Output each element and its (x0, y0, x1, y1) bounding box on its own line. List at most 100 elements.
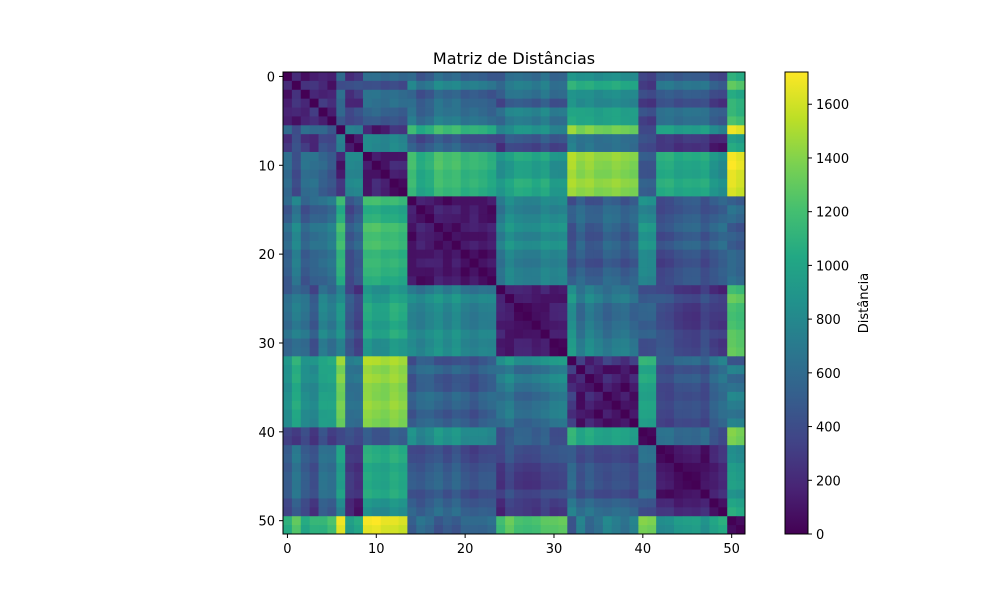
heatmap-cell (593, 160, 604, 171)
heatmap-cell (611, 498, 622, 508)
heatmap-cell (460, 409, 470, 419)
heatmap-cell (576, 507, 586, 517)
heatmap-cell (469, 107, 479, 117)
heatmap-cell (736, 311, 746, 322)
heatmap-cell (522, 347, 533, 357)
heatmap-cell (531, 258, 542, 268)
heatmap-cell (362, 525, 373, 535)
heatmap-cell (291, 427, 302, 437)
heatmap-cell (558, 374, 568, 384)
heatmap-cell (691, 151, 701, 162)
heatmap-cell (416, 187, 426, 197)
heatmap-cell (585, 338, 595, 348)
heatmap-cell (611, 409, 622, 419)
heatmap-cell (620, 240, 630, 251)
heatmap-cell (727, 231, 737, 242)
heatmap-cell (442, 391, 453, 402)
heatmap-cell (362, 489, 373, 499)
heatmap-cell (549, 462, 559, 473)
heatmap-cell (549, 178, 559, 188)
heatmap-cell (416, 320, 426, 331)
heatmap-cell (514, 445, 524, 455)
heatmap-cell (727, 107, 737, 117)
heatmap-cell (487, 240, 497, 251)
heatmap-cell (309, 382, 319, 393)
heatmap-cell (398, 143, 408, 153)
heatmap-cell (362, 507, 373, 517)
heatmap-cell (362, 418, 373, 428)
heatmap-cell (460, 267, 470, 277)
heatmap-cell (540, 418, 550, 428)
heatmap-cell (593, 471, 604, 482)
heatmap-cell (629, 356, 639, 366)
heatmap-cell (380, 454, 391, 464)
heatmap-cell (398, 338, 408, 348)
heatmap-cell (656, 231, 666, 242)
heatmap-cell (469, 418, 479, 428)
heatmap-cell (647, 329, 657, 339)
heatmap-cell (371, 72, 382, 82)
heatmap-cell (460, 382, 470, 393)
heatmap-cell (478, 445, 488, 455)
heatmap-cell (682, 143, 693, 153)
heatmap-cell (709, 223, 719, 233)
heatmap-cell (434, 134, 444, 144)
heatmap-cell (362, 445, 373, 455)
heatmap-cell (638, 267, 648, 277)
heatmap-cell (540, 125, 550, 135)
heatmap-cell (665, 311, 675, 322)
heatmap-cell (673, 169, 684, 180)
heatmap-cell (682, 294, 693, 304)
heatmap-cell (727, 205, 737, 215)
heatmap-cell (638, 400, 648, 411)
heatmap-cell (673, 409, 684, 419)
heatmap-cell (309, 294, 319, 304)
heatmap-cell (291, 80, 302, 91)
heatmap-cell (398, 169, 408, 180)
heatmap-cell (611, 72, 622, 82)
heatmap-cell (487, 525, 497, 535)
heatmap-cell (558, 462, 568, 473)
heatmap-cell (709, 427, 719, 437)
heatmap-cell (522, 418, 533, 428)
heatmap-cell (425, 80, 435, 91)
heatmap-cell (531, 374, 542, 384)
colorbar-tick-label: 200 (816, 474, 841, 489)
heatmap-cell (673, 445, 684, 455)
heatmap-cell (478, 98, 488, 108)
heatmap-cell (540, 169, 550, 180)
heatmap-cell (318, 320, 328, 331)
heatmap-cell (558, 107, 568, 117)
heatmap-cell (380, 134, 391, 144)
heatmap-cell (434, 365, 444, 375)
heatmap-cell (496, 205, 506, 215)
heatmap-cell (505, 525, 515, 535)
heatmap-cell (665, 214, 675, 224)
heatmap-cell (291, 338, 302, 348)
heatmap-cell (531, 143, 542, 153)
heatmap-cell (478, 320, 488, 331)
heatmap-cell (345, 80, 355, 91)
heatmap-cell (318, 196, 328, 206)
heatmap-cell (407, 72, 417, 82)
heatmap-cell (558, 338, 568, 348)
heatmap-cell (354, 294, 364, 304)
heatmap-cell (638, 72, 648, 82)
heatmap-cell (531, 525, 542, 535)
heatmap-cell (318, 365, 328, 375)
heatmap-cell (567, 187, 577, 197)
heatmap-cell (434, 249, 444, 259)
heatmap-cell (505, 160, 515, 171)
heatmap-cell (549, 445, 559, 455)
heatmap-cell (505, 480, 515, 490)
heatmap-cell (451, 267, 462, 277)
heatmap-cell (540, 223, 550, 233)
heatmap-cell (371, 276, 382, 286)
heatmap-cell (487, 374, 497, 384)
heatmap-cell (442, 89, 453, 100)
heatmap-cell (371, 89, 382, 100)
heatmap-cell (620, 311, 630, 322)
heatmap-cell (309, 107, 319, 117)
heatmap-cell (434, 462, 444, 473)
heatmap-cell (656, 125, 666, 135)
